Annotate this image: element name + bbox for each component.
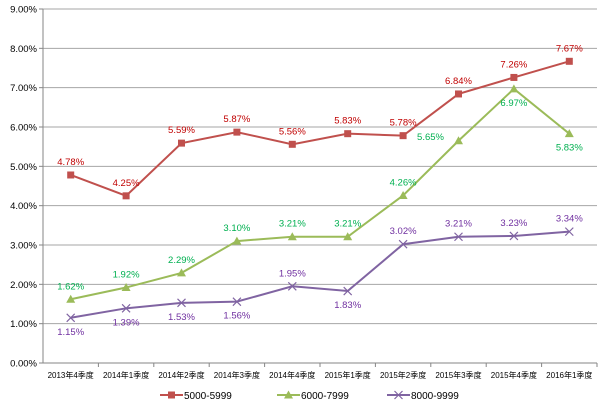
data-point-x (394, 390, 403, 400)
series-5000-5999: 4.78% 4.25% 5.59% 5.87% 5.56% 5.83% 5.78% 6.84%… (57, 43, 583, 200)
x-tick-label: 2015年2季度 (380, 370, 426, 380)
y-tick-label: 3.00% (10, 241, 37, 252)
data-label: 7.26% (500, 59, 527, 70)
data-label: 2.29% (168, 255, 195, 266)
data-label: 3.02% (390, 226, 417, 237)
legend-label: 5000-5999 (184, 391, 232, 402)
data-label: 7.67% (556, 43, 583, 54)
data-label: 3.10% (223, 223, 250, 234)
series-line (70, 230, 570, 319)
x-tick-label: 2014年1季度 (103, 370, 149, 380)
data-label: 4.78% (57, 157, 84, 168)
legend-label: 8000-9999 (411, 391, 459, 402)
data-point-x (177, 298, 186, 308)
series-8000-9999: 1.15% 1.39% 1.53% 1.56% 1.95% 1.83% 3.02% 3.21%… (57, 214, 583, 338)
data-point-square (344, 130, 352, 138)
data-point-square (565, 57, 573, 65)
x-tick-label: 2015年1季度 (325, 370, 371, 380)
data-point-triangle (232, 236, 242, 245)
data-label: 6.84% (445, 76, 472, 87)
data-label: 1.53% (168, 312, 195, 323)
x-axis: 2013年4季度 2014年1季度 2014年2季度 2014年3季度 2014年4季度… (48, 363, 598, 380)
x-tick-label: 2015年3季度 (435, 370, 481, 380)
data-label: 3.21% (334, 219, 361, 230)
y-tick-label: 7.00% (10, 83, 37, 94)
series-line (70, 87, 570, 301)
data-point-square (455, 90, 462, 98)
data-point-square (122, 192, 130, 200)
y-tick-label: 4.00% (10, 201, 37, 212)
data-label: 1.39% (113, 317, 140, 328)
data-point-triangle (509, 84, 519, 93)
data-point-triangle (454, 136, 463, 145)
x-tick-label: 2014年3季度 (214, 370, 260, 380)
data-point-x (232, 297, 242, 307)
data-label: 1.62% (57, 281, 84, 292)
y-axis-ticks: 0.00% 1.00% 2.00% 3.00% 4.00% 5.00% 6.00% 7.00%… (10, 5, 44, 370)
legend-label: 6000-7999 (301, 391, 349, 402)
data-label: 5.78% (390, 118, 417, 129)
data-label: 5.56% (279, 126, 306, 137)
data-point-x (121, 303, 131, 313)
data-label: 1.92% (113, 269, 140, 280)
data-label: 1.15% (57, 327, 84, 338)
data-label: 5.65% (417, 132, 444, 143)
data-point-x (509, 231, 519, 241)
x-tick-label: 2014年4季度 (269, 370, 315, 380)
data-point-square (288, 140, 296, 148)
series-group: 4.78% 4.25% 5.59% 5.87% 5.56% 5.83% 5.78% 6.84%… (57, 43, 583, 337)
data-point-x (454, 232, 463, 242)
data-label: 6.97% (500, 98, 527, 109)
data-label: 3.21% (279, 219, 306, 230)
data-label: 3.23% (500, 218, 527, 229)
data-point-x (398, 239, 408, 249)
legend: 5000-5999 6000-7999 8000-9999 (160, 390, 459, 402)
data-point-x (343, 286, 353, 296)
y-tick-label: 6.00% (10, 123, 37, 134)
data-label: 5.83% (556, 143, 583, 154)
data-label: 4.26% (390, 177, 417, 188)
data-label: 3.34% (556, 214, 583, 225)
data-point-triangle (284, 390, 293, 399)
series-line (70, 60, 570, 197)
x-tick-label: 2015年4季度 (491, 370, 537, 380)
data-label: 1.83% (334, 300, 361, 311)
data-point-triangle (121, 282, 131, 291)
data-label: 1.95% (279, 268, 306, 279)
y-tick-label: 2.00% (10, 280, 37, 291)
data-point-x (287, 281, 297, 291)
data-point-x (564, 227, 574, 237)
data-label: 5.83% (334, 116, 361, 127)
x-tick-label: 2013年4季度 (48, 370, 94, 380)
data-point-square (510, 73, 518, 81)
data-point-triangle (564, 129, 574, 138)
data-point-square (399, 132, 407, 140)
data-label: 3.21% (445, 219, 472, 230)
y-tick-label: 1.00% (10, 319, 37, 330)
y-tick-label: 5.00% (10, 162, 37, 173)
data-point-triangle (343, 232, 353, 241)
data-point-square (67, 171, 75, 179)
data-point-triangle (66, 294, 76, 303)
data-point-triangle (177, 268, 186, 277)
data-point-square (168, 391, 175, 399)
data-point-x (66, 313, 76, 323)
data-label: 4.25% (113, 178, 140, 189)
x-tick-label: 2014年2季度 (158, 370, 204, 380)
data-point-square (233, 128, 241, 136)
data-label: 5.59% (168, 125, 195, 136)
series-6000-7999: 1.62% 1.92% 2.29% 3.10% 3.21% 3.21% 4.26% 5.65%… (57, 84, 583, 303)
data-point-triangle (398, 190, 408, 199)
data-point-triangle (287, 232, 297, 241)
data-label: 5.87% (223, 114, 250, 125)
x-tick-label: 2016年1季度 (546, 370, 592, 380)
y-tick-label: 9.00% (10, 5, 37, 16)
data-point-square (178, 139, 185, 147)
y-tick-label: 8.00% (10, 44, 37, 55)
data-label: 1.56% (223, 311, 250, 322)
y-tick-label: 0.00% (10, 359, 37, 370)
